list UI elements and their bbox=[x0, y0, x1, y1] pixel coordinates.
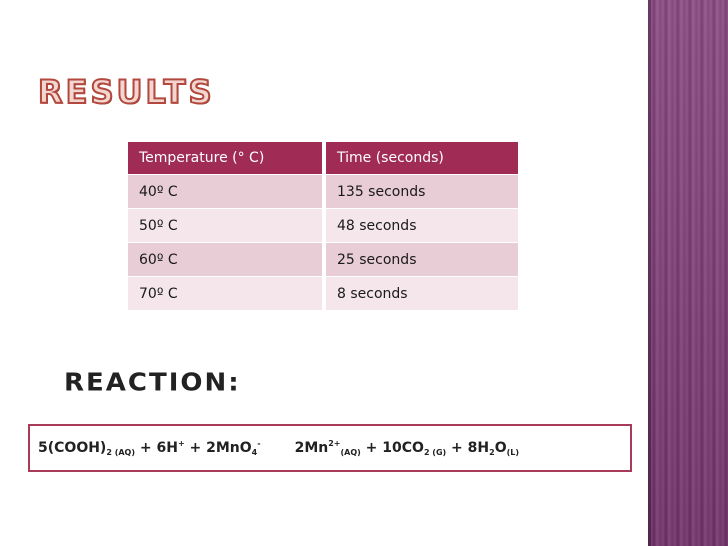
subscript: 2 (AQ) bbox=[106, 448, 135, 457]
table-row: 60º C 25 seconds bbox=[128, 242, 518, 277]
header-time: Time (seconds) bbox=[324, 142, 518, 175]
cell-temperature: 70º C bbox=[128, 276, 326, 311]
decorative-side-band bbox=[648, 0, 728, 546]
reactant-oxalic-acid: 5(COOH) bbox=[38, 440, 107, 456]
superscript: - bbox=[257, 439, 261, 448]
subscript: 2 bbox=[489, 448, 495, 457]
cell-temperature: 40º C bbox=[128, 174, 326, 209]
cell-time: 8 seconds bbox=[324, 276, 518, 311]
chemical-equation: 5(COOH)2 (AQ) + 6H+ + 2MnO4- 2Mn2+(AQ) +… bbox=[28, 424, 632, 472]
product-manganese-ion: 2Mn bbox=[294, 440, 329, 456]
cell-temperature: 60º C bbox=[128, 242, 326, 277]
equation-reactants: 5(COOH)2 (AQ) + 6H+ + 2MnO4- bbox=[38, 439, 261, 457]
subscript: (AQ) bbox=[340, 448, 361, 457]
table-row: 70º C 8 seconds bbox=[128, 276, 518, 311]
cell-time: 48 seconds bbox=[324, 208, 518, 243]
header-temperature: Temperature (° C) bbox=[128, 142, 326, 175]
subscript: (L) bbox=[506, 448, 520, 457]
reactant-hydrogen-ion: + 6H bbox=[135, 440, 178, 456]
subscript: 4 bbox=[251, 448, 258, 457]
product-water: + 8H bbox=[446, 440, 490, 456]
product-carbon-dioxide: + 10CO bbox=[360, 440, 424, 456]
table-row: 50º C 48 seconds bbox=[128, 208, 518, 243]
equation-products: 2Mn2+(AQ) + 10CO2 (G) + 8H2O(L) bbox=[295, 439, 519, 457]
reaction-heading: Reaction: bbox=[64, 368, 241, 398]
cell-time: 135 seconds bbox=[324, 174, 518, 209]
table-header-row: Temperature (° C) Time (seconds) bbox=[128, 142, 518, 175]
reactant-permanganate: + 2MnO bbox=[184, 440, 252, 456]
cell-temperature: 50º C bbox=[128, 208, 326, 243]
superscript: + bbox=[177, 439, 185, 448]
product-water-oxygen: O bbox=[494, 440, 507, 456]
subscript: 2 (G) bbox=[423, 448, 447, 457]
slide-title: Results bbox=[37, 59, 215, 115]
superscript: 2+ bbox=[328, 439, 341, 448]
cell-time: 25 seconds bbox=[324, 242, 518, 277]
results-table: Temperature (° C) Time (seconds) 40º C 1… bbox=[128, 142, 518, 311]
table-row: 40º C 135 seconds bbox=[128, 174, 518, 209]
